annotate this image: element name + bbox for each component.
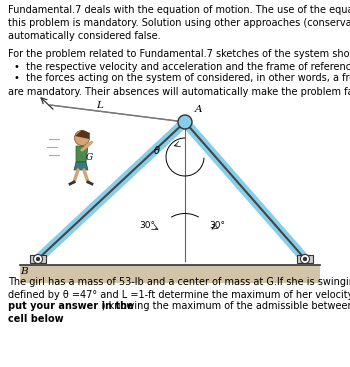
Text: For the problem related to Fundamental.7 sketches of the system showing:: For the problem related to Fundamental.7… <box>8 49 350 59</box>
Text: ) knowing the maximum of the admissible between the four posts is 53-lb.: ) knowing the maximum of the admissible … <box>8 301 350 311</box>
Circle shape <box>178 115 192 129</box>
Text: The girl has a mass of 53-lb and a center of mass at G.If she is swinging to a m: The girl has a mass of 53-lb and a cente… <box>8 277 350 300</box>
Circle shape <box>36 258 40 261</box>
Circle shape <box>301 254 309 264</box>
Circle shape <box>75 131 90 145</box>
Text: are mandatory. Their absences will automatically make the problem false.: are mandatory. Their absences will autom… <box>8 87 350 97</box>
Polygon shape <box>297 255 313 263</box>
Polygon shape <box>76 146 88 162</box>
Text: put your answer in the
cell below: put your answer in the cell below <box>8 301 134 324</box>
Text: $\theta$: $\theta$ <box>153 144 161 156</box>
Circle shape <box>303 258 307 261</box>
Text: B: B <box>20 267 28 276</box>
Text: •  the forces acting on the system of considered, in other words, a free body di: • the forces acting on the system of con… <box>14 73 350 83</box>
Polygon shape <box>30 255 46 263</box>
Polygon shape <box>75 130 90 139</box>
Text: A: A <box>195 105 203 114</box>
Polygon shape <box>74 162 88 170</box>
Circle shape <box>34 254 42 264</box>
Text: 30°: 30° <box>139 221 155 229</box>
Text: G: G <box>86 153 93 161</box>
Text: L: L <box>96 101 103 110</box>
Text: 30°: 30° <box>209 221 225 229</box>
Polygon shape <box>20 265 320 283</box>
Text: Fundamental.7 deals with the equation of motion. The use of the equation of moti: Fundamental.7 deals with the equation of… <box>8 5 350 41</box>
Text: •  the respective velocity and acceleration and the frame of reference considere: • the respective velocity and accelerati… <box>14 62 350 72</box>
